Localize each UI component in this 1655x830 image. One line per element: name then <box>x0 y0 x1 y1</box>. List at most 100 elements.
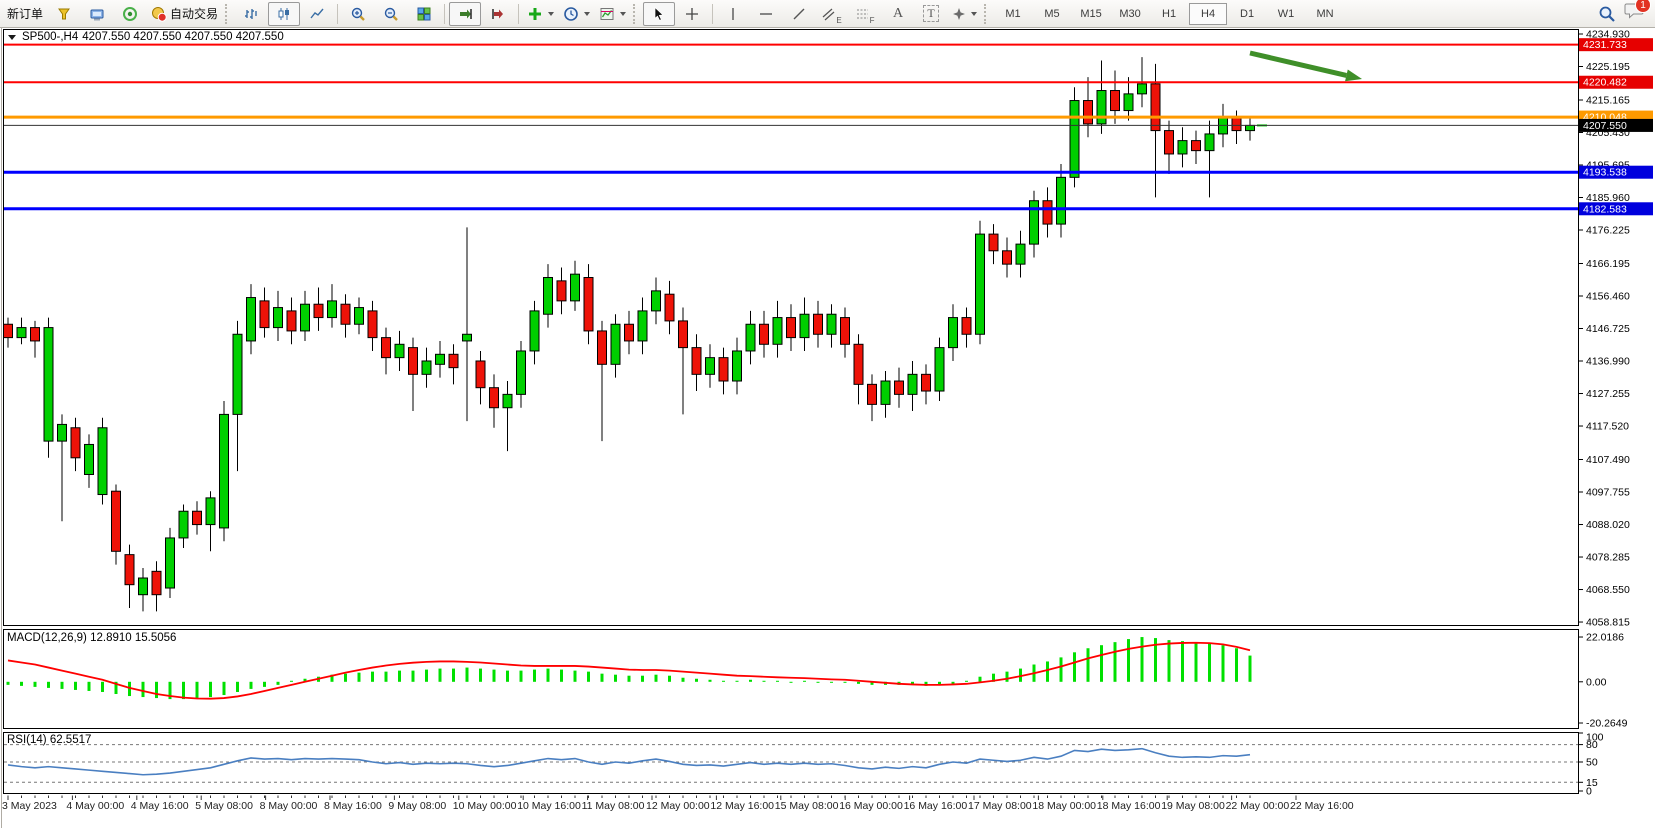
svg-text:18 May 00:00: 18 May 00:00 <box>1032 800 1096 812</box>
bar-chart-button[interactable] <box>235 2 267 26</box>
svg-text:17 May 08:00: 17 May 08:00 <box>968 800 1032 812</box>
time-axis: 3 May 2023 4 May 00:00 4 May 16:00 5 May 08… <box>2 795 1354 812</box>
crosshair-button[interactable] <box>676 2 708 26</box>
symbol-period-label: SP500-,H4 <box>22 31 79 43</box>
indicators-plus-icon <box>529 7 542 20</box>
templates-icon <box>600 7 614 20</box>
tile-windows-button[interactable] <box>408 2 440 26</box>
label-tool-glyph: T <box>923 5 939 22</box>
timeframe-m5-button[interactable]: M5 <box>1044 7 1060 20</box>
zoom-out-button[interactable] <box>375 2 407 26</box>
toolbar-separator <box>518 3 520 24</box>
price-tag-value: 4231.733 <box>1583 39 1627 51</box>
svg-text:5 May 08:00: 5 May 08:00 <box>195 800 253 812</box>
toolbar-separator <box>712 3 714 24</box>
timeframe-d1-button[interactable]: D1 <box>1240 7 1255 20</box>
timeframe-w1-button[interactable]: W1 <box>1277 7 1295 20</box>
toolbar-right-group: 1 <box>1598 0 1652 25</box>
trend-arrow-annotation[interactable] <box>1249 50 1362 82</box>
templates-button[interactable] <box>595 2 630 26</box>
svg-text:15: 15 <box>1586 777 1598 789</box>
auto-scroll-icon <box>460 8 472 19</box>
notification-badge: 1 <box>1635 0 1651 13</box>
notifications-button[interactable]: 1 <box>1624 0 1651 25</box>
window-menu-icon[interactable] <box>8 34 16 40</box>
candlestick-chart-button[interactable] <box>268 1 301 26</box>
signals-button[interactable] <box>114 2 146 26</box>
timeframe-h4-button[interactable]: H4 <box>1189 2 1228 25</box>
macd-signal-line <box>7 641 1251 700</box>
arrows-star-icon <box>953 7 966 20</box>
toolbar-separator <box>444 3 446 24</box>
chart-shift-button[interactable] <box>482 2 514 26</box>
chart-shift-icon <box>492 8 504 19</box>
timeframe-m1-button[interactable]: M1 <box>1005 7 1021 20</box>
equidistant-channel-button[interactable]: E <box>816 2 848 26</box>
svg-text:10 May 00:00: 10 May 00:00 <box>453 800 517 812</box>
svg-text:4234.930: 4234.930 <box>1586 29 1630 41</box>
svg-text:12 May 00:00: 12 May 00:00 <box>646 800 710 812</box>
svg-text:4156.460: 4156.460 <box>1586 291 1630 303</box>
line-chart-button[interactable] <box>301 2 333 26</box>
svg-text:15 May 08:00: 15 May 08:00 <box>775 800 839 812</box>
toolbar-drag-handle[interactable] <box>984 3 991 24</box>
arrows-button[interactable] <box>948 2 981 26</box>
timeframe-mn-button[interactable]: MN <box>1316 7 1334 20</box>
price-tag <box>1579 38 1653 52</box>
text-button[interactable]: A <box>882 2 914 26</box>
svg-text:4166.195: 4166.195 <box>1586 258 1630 270</box>
trendline-icon <box>793 8 805 19</box>
main-toolbar: 新订单 自动交易 <box>0 0 1655 28</box>
indicators-button[interactable] <box>523 2 558 26</box>
text-label-button[interactable]: T <box>915 2 947 26</box>
autotrading-button[interactable]: 自动交易 <box>147 2 222 26</box>
channel-glyph: E <box>836 15 842 25</box>
price-tag <box>1579 75 1653 89</box>
line-chart-icon <box>310 8 324 18</box>
metaeditor-button[interactable] <box>81 2 113 26</box>
svg-text:4185.960: 4185.960 <box>1586 192 1630 204</box>
timeframe-m30-button[interactable]: M30 <box>1119 7 1141 20</box>
svg-text:22 May 16:00: 22 May 16:00 <box>1290 800 1354 812</box>
svg-text:8 May 00:00: 8 May 00:00 <box>260 800 318 812</box>
new-order-button[interactable]: 新订单 <box>3 2 47 26</box>
svg-text:100: 100 <box>1586 732 1604 744</box>
svg-text:4146.725: 4146.725 <box>1586 323 1630 335</box>
toolbar-drag-handle[interactable] <box>633 3 640 24</box>
svg-text:80: 80 <box>1586 739 1598 751</box>
rsi-panel[interactable] <box>3 732 1579 794</box>
search-icon[interactable] <box>1598 5 1616 23</box>
svg-text:9 May 08:00: 9 May 08:00 <box>388 800 446 812</box>
auto-scroll-button[interactable] <box>449 1 482 26</box>
channel-icon <box>822 8 835 20</box>
autotrading-icon <box>152 6 167 22</box>
tile-windows-icon <box>417 7 431 20</box>
zoom-in-button[interactable] <box>342 2 374 26</box>
toolbar-drag-handle[interactable] <box>225 3 232 24</box>
svg-text:4088.020: 4088.020 <box>1586 519 1630 531</box>
periods-button[interactable] <box>559 2 594 26</box>
timeframe-h1-button[interactable]: H1 <box>1162 7 1177 20</box>
price-tag-value: 4182.583 <box>1583 203 1627 215</box>
svg-text:4 May 00:00: 4 May 00:00 <box>66 800 124 812</box>
candlestick-icon <box>278 7 290 20</box>
svg-text:8 May 16:00: 8 May 16:00 <box>324 800 382 812</box>
fibonacci-button[interactable]: F <box>849 2 881 26</box>
macd-panel[interactable] <box>3 629 1579 729</box>
horizontal-line-button[interactable] <box>750 2 782 26</box>
svg-text:4107.490: 4107.490 <box>1586 454 1630 466</box>
funnel-button[interactable] <box>48 2 80 26</box>
svg-text:4136.990: 4136.990 <box>1586 356 1630 368</box>
svg-text:4068.550: 4068.550 <box>1586 584 1630 596</box>
svg-text:18 May 16:00: 18 May 16:00 <box>1097 800 1161 812</box>
svg-text:4215.165: 4215.165 <box>1586 94 1630 106</box>
zoom-in-icon <box>351 7 365 21</box>
trendline-button[interactable] <box>783 2 815 26</box>
cursor-button[interactable] <box>643 1 676 26</box>
svg-text:50: 50 <box>1586 757 1598 769</box>
svg-text:4225.195: 4225.195 <box>1586 61 1630 73</box>
timeframe-m15-button[interactable]: M15 <box>1080 7 1102 20</box>
vertical-line-button[interactable] <box>717 2 749 26</box>
